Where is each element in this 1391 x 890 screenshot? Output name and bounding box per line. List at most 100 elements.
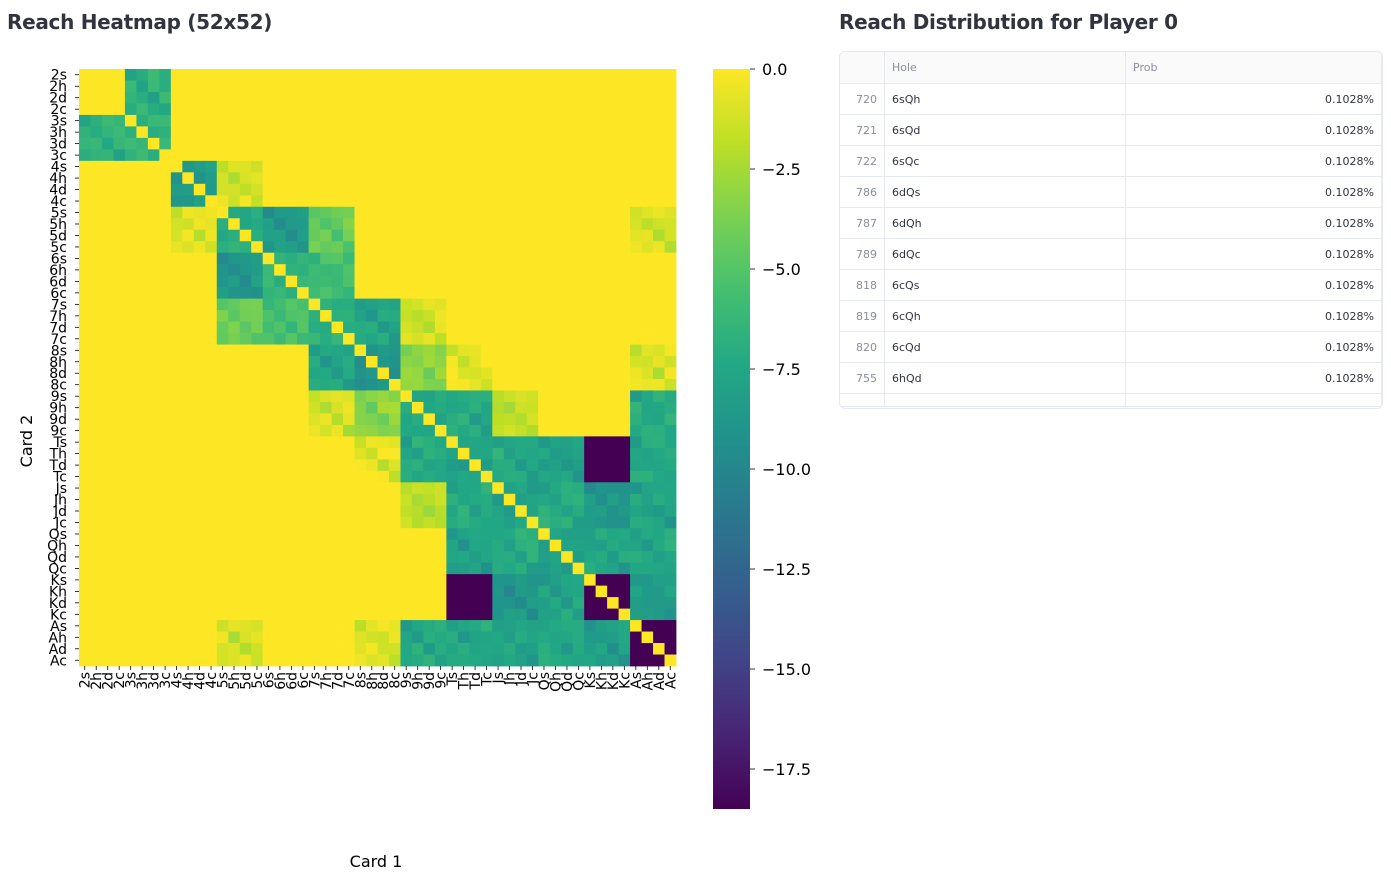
heatmap-cell (297, 137, 310, 150)
heatmap-cell (285, 333, 298, 345)
heatmap-cell (159, 321, 172, 334)
distribution-table[interactable]: Hole Prob 720 6sQh 0.1028% 721 6sQd 0.1028% … (839, 51, 1383, 409)
heatmap-cell (147, 195, 160, 208)
heatmap-cell (193, 275, 206, 288)
heatmap-cell (147, 103, 160, 116)
row-hole: 6hQd (884, 362, 1126, 394)
table-row[interactable]: 789 6dQc 0.1028% (840, 238, 1382, 270)
heatmap-cell (572, 631, 585, 644)
heatmap-cell (331, 574, 344, 587)
heatmap-cell (549, 447, 562, 460)
heatmap-cell (469, 344, 482, 357)
heatmap-cell (469, 137, 482, 150)
heatmap-cell (664, 424, 677, 437)
heatmap-cell (79, 620, 91, 632)
heatmap-cell (515, 574, 528, 587)
heatmap-cell (354, 436, 367, 449)
heatmap-cell (446, 183, 459, 196)
heatmap-cell (366, 149, 378, 162)
heatmap-cell (607, 69, 619, 81)
heatmap-cell (90, 287, 103, 300)
table-row[interactable]: 721 6sQd 0.1028% (840, 114, 1382, 146)
table-row[interactable]: 818 6cQs 0.1028% (840, 269, 1382, 301)
row-index: 721 (840, 114, 885, 146)
heatmap-cell (595, 91, 608, 104)
heatmap-cell (388, 562, 401, 575)
prob-column-header[interactable]: Prob (1125, 52, 1382, 84)
heatmap-cell (607, 298, 619, 311)
heatmap-cell (366, 310, 378, 322)
heatmap-cell (549, 183, 562, 196)
heatmap-cell (549, 275, 562, 288)
table-row[interactable]: 720 6sQh 0.1028% (840, 83, 1382, 115)
heatmap-cell (515, 321, 528, 334)
heatmap-cell (515, 390, 528, 403)
heatmap-cell (159, 378, 172, 391)
heatmap-cell (113, 80, 126, 93)
heatmap-cell (320, 172, 332, 185)
heatmap-cell (423, 275, 436, 288)
heatmap-cell (343, 264, 355, 277)
heatmap-cell (262, 367, 275, 380)
table-row[interactable]: 820 6cQd 0.1028% (840, 331, 1382, 363)
heatmap-cell (239, 654, 252, 667)
heatmap-cell (526, 103, 539, 116)
heatmap-cell (561, 447, 574, 460)
heatmap-cell (538, 321, 551, 334)
heatmap-cell (285, 241, 298, 254)
hole-column-header[interactable]: Hole (884, 52, 1126, 84)
heatmap-cell (147, 505, 160, 518)
distribution-title: Reach Distribution for Player 0 (839, 10, 1178, 34)
heatmap-cell (216, 126, 229, 139)
heatmap-cell (124, 114, 137, 127)
table-row[interactable]: 819 6cQh 0.1028% (840, 300, 1382, 332)
heatmap-cell (411, 413, 424, 426)
heatmap-cell (377, 620, 390, 632)
heatmap-cell (434, 631, 447, 644)
heatmap-cell (446, 436, 459, 449)
heatmap-cell (251, 344, 264, 357)
heatmap-cell (101, 470, 114, 483)
heatmap-cell (274, 424, 287, 437)
y-axis-label: Card 2 (17, 415, 36, 468)
heatmap-cell (434, 585, 447, 598)
heatmap-cell (147, 218, 160, 231)
table-row[interactable]: 755 6hQd 0.1028% (840, 362, 1382, 394)
heatmap-cell (331, 631, 344, 644)
heatmap-cell (354, 218, 367, 231)
heatmap-cell (641, 206, 654, 219)
heatmap-cell (618, 252, 631, 265)
index-column-header[interactable] (840, 52, 885, 84)
heatmap-cell (549, 482, 562, 495)
heatmap-cell (101, 424, 114, 437)
heatmap-cell (285, 172, 298, 185)
table-row[interactable]: 786 6dQs 0.1028% (840, 176, 1382, 208)
heatmap-cell (618, 298, 631, 311)
heatmap-cell (113, 470, 126, 483)
heatmap-cell (216, 344, 229, 357)
heatmap-cell (251, 631, 264, 644)
heatmap-cell (182, 160, 195, 173)
heatmap-cell (457, 608, 470, 621)
heatmap-cell (239, 551, 252, 564)
table-row[interactable]: 787 6dQh 0.1028% (840, 207, 1382, 239)
heatmap-cell (653, 252, 665, 265)
heatmap-cell (561, 654, 574, 667)
heatmap-cell (423, 505, 436, 518)
heatmap-cell (607, 654, 619, 667)
heatmap-cell (423, 424, 436, 437)
heatmap-cell (584, 597, 597, 609)
heatmap-cell (423, 585, 436, 598)
heatmap-cell (526, 333, 539, 345)
heatmap-cell (216, 137, 229, 150)
heatmap-cell (216, 413, 229, 426)
heatmap-cell (101, 333, 114, 345)
heatmap-cell (388, 436, 401, 449)
heatmap-cell (159, 562, 172, 575)
table-row[interactable]: 722 6sQc 0.1028% (840, 145, 1382, 177)
heatmap-cell (526, 287, 539, 300)
heatmap-cell (182, 574, 195, 587)
heatmap-cell (446, 447, 459, 460)
heatmap-cell (595, 195, 608, 208)
heatmap-cell (239, 321, 252, 334)
